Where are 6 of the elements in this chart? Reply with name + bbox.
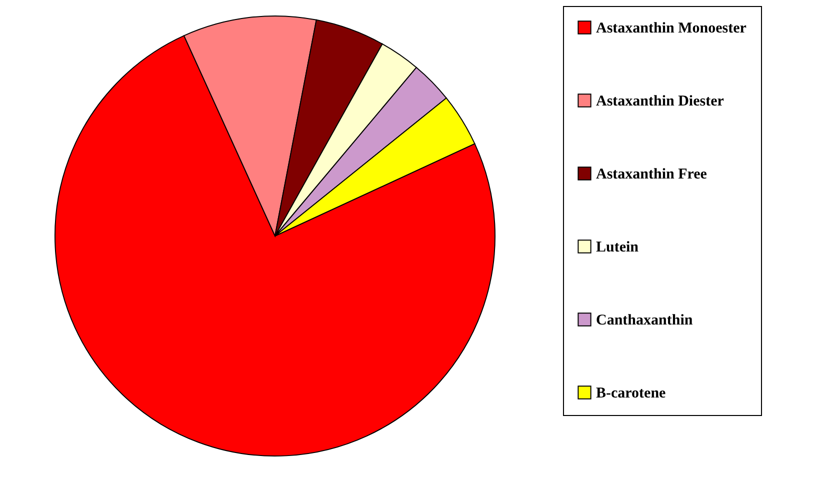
legend-label: Astaxanthin Diester — [596, 94, 724, 110]
legend-label: Astaxanthin Free — [596, 166, 708, 182]
legend-label: Lutein — [596, 240, 640, 256]
legend-label: Astaxanthin Monoester — [596, 20, 747, 36]
legend-label: B-carotene — [596, 386, 666, 402]
legend-label: Canthaxanthin — [596, 312, 694, 328]
